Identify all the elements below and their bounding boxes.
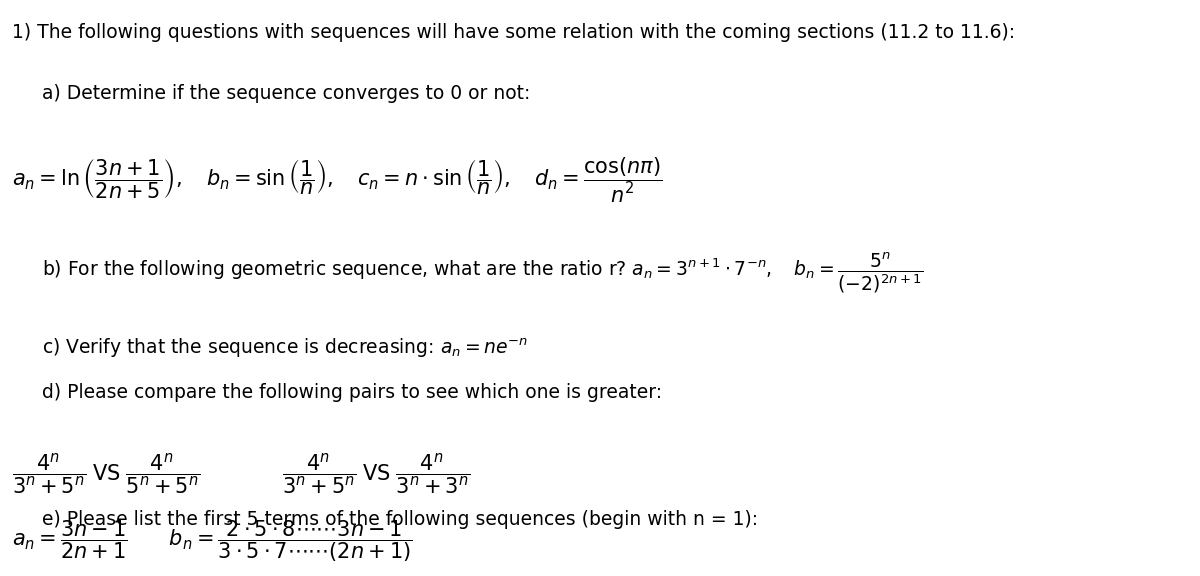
Text: a) Determine if the sequence converges to 0 or not:: a) Determine if the sequence converges t… bbox=[42, 84, 530, 103]
Text: $a_n = \dfrac{3n-1}{2n+1}\qquad b_n = \dfrac{2\cdot 5\cdot 8\cdots\cdots 3n-1}{3: $a_n = \dfrac{3n-1}{2n+1}\qquad b_n = \d… bbox=[12, 519, 413, 564]
Text: $a_n = \ln\left(\dfrac{3n+1}{2n+5}\right),\quad b_n = \sin\left(\dfrac{1}{n}\rig: $a_n = \ln\left(\dfrac{3n+1}{2n+5}\right… bbox=[12, 156, 662, 204]
Text: c) Verify that the sequence is decreasing: $a_n = ne^{-n}$: c) Verify that the sequence is decreasin… bbox=[42, 337, 528, 361]
Text: e) Please list the first 5 terms of the following sequences (begin with n = 1):: e) Please list the first 5 terms of the … bbox=[42, 510, 758, 529]
Text: b) For the following geometric sequence, what are the ratio r? $a_n = 3^{n+1}\cd: b) For the following geometric sequence,… bbox=[42, 251, 924, 295]
Text: $\dfrac{4^n}{3^n+5^n}\; \mathrm{VS}\; \dfrac{4^n}{5^n+5^n}\qquad\qquad\dfrac{4^n: $\dfrac{4^n}{3^n+5^n}\; \mathrm{VS}\; \d… bbox=[12, 452, 470, 498]
Text: d) Please compare the following pairs to see which one is greater:: d) Please compare the following pairs to… bbox=[42, 383, 662, 402]
Text: 1) The following questions with sequences will have some relation with the comin: 1) The following questions with sequence… bbox=[12, 23, 1015, 42]
